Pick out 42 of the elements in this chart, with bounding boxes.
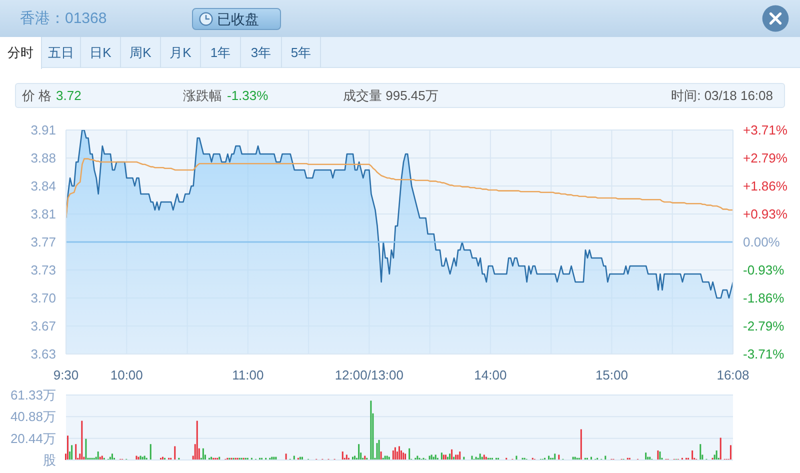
x-tick-label: 14:00 [474,368,507,382]
y-tick-label: 3.81 [30,206,56,222]
text: 周K [130,45,152,60]
x-tick-label: 16:08 [716,368,750,382]
text: 5年 [290,45,312,60]
text: 3年 [250,45,272,60]
text: 五日 [48,45,74,60]
y-tick-label: 3.91 [30,122,56,138]
text: 1年 [210,45,231,60]
y-tick-label: 3.73 [30,262,56,278]
y-tick-label: 3.84 [30,178,56,194]
x-tick-label: 12:00/13:00 [334,368,404,382]
y2-tick-label: -0.93% [743,262,785,278]
y-tick-label: 3.88 [30,150,56,166]
y-tick-label: 3.77 [30,234,56,250]
text: 涨跌幅 [183,87,222,105]
y2-tick-label: +3.71% [743,122,788,138]
text: 分时 [8,45,34,60]
x-tick-label: 15:00 [595,368,628,382]
text: 香港：01368 [20,9,107,29]
y2-tick-label: -2.79% [743,318,785,334]
text: 成交量 995.45万 [343,87,438,105]
y2-tick-label: +0.93% [743,206,788,222]
text: 月K [170,45,192,60]
y-tick-label: 3.63 [30,346,56,362]
y-tick-label: 3.67 [30,318,56,334]
text: -1.33% [227,87,268,105]
line-series [66,158,733,219]
y2-tick-label: +2.79% [743,150,788,166]
y2-tick-label: 0.00% [743,234,780,250]
y2-tick-label: -3.71% [743,346,785,362]
text: 已收盘 [217,10,259,29]
text: 3.72 [56,87,82,105]
y2-tick-label: -1.86% [743,290,785,306]
y2-tick-label: +1.86% [743,178,788,194]
text: 日K [90,45,112,60]
x-tick-label: 11:00 [232,368,264,382]
text: 价 格 [22,87,52,105]
text: 时间: 03/18 16:08 [671,87,773,105]
x-tick-label: 10:00 [110,368,143,382]
x-tick-label: 9:30 [53,368,79,382]
y-tick-label: 3.70 [30,290,56,306]
